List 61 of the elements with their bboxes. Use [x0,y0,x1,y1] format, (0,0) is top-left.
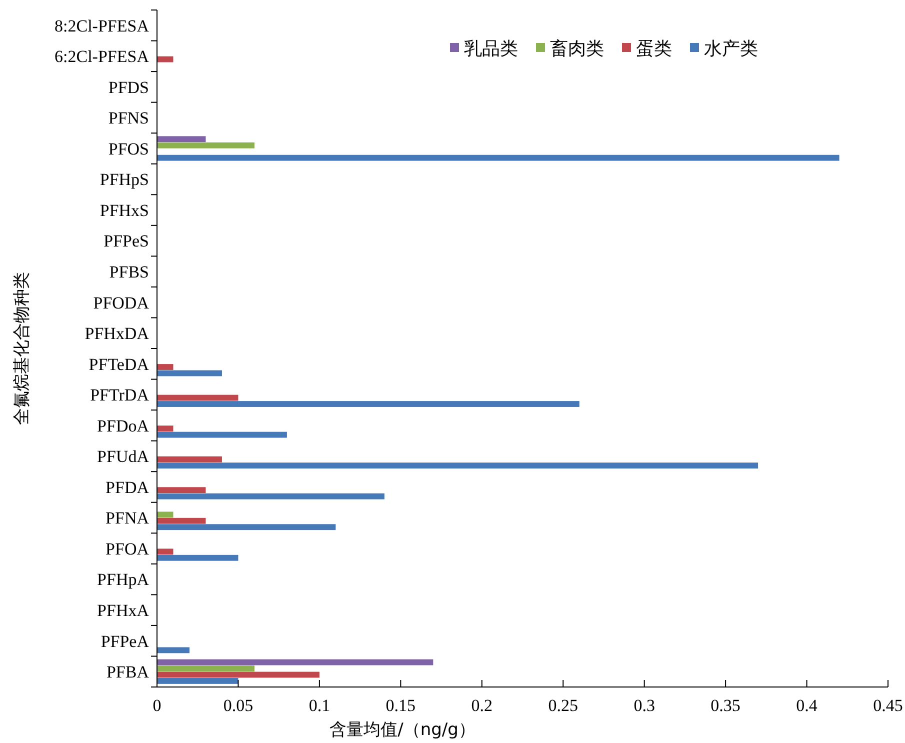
y-tick-label: 6:2Cl-PFESA [54,47,150,66]
y-tick-label: PFDA [106,478,150,497]
bar [157,462,758,469]
bar [157,548,174,555]
x-tick-label: 0.05 [223,696,254,716]
bar [157,678,238,684]
y-tick-label: PFDS [108,78,149,97]
bar [157,672,320,678]
y-tick-label: PFHpA [97,570,150,590]
x-tick-label: 0.35 [710,696,740,716]
x-tick-label: 0.25 [548,696,578,716]
y-tick-label: PFHpS [100,170,149,190]
bar [157,426,174,432]
y-tick-label: PFTrDA [90,386,150,405]
bar [157,518,206,524]
bar [157,666,254,672]
bar [157,524,336,530]
bar [157,487,206,494]
y-tick-label: PFHxA [97,601,150,620]
bar [157,142,254,148]
bar [157,394,238,401]
y-tick-label: 8:2Cl-PFESA [54,16,150,36]
y-tick-label: PFHxS [100,200,149,220]
y-tick-label: PFBA [106,662,150,682]
bar [157,364,174,370]
legend-label: 蛋类 [636,38,672,60]
y-tick-label: PFODA [93,293,150,312]
x-tick-label: 0.3 [634,696,655,716]
bar [157,647,190,654]
bar [157,401,580,407]
bar [157,370,222,376]
y-tick-label: PFNA [106,508,150,528]
x-tick-label: 0.2 [471,696,493,716]
bar [157,554,238,561]
x-tick-label: 0.15 [386,696,416,716]
y-tick-label: PFPeA [100,632,150,651]
y-tick-label: PFOA [106,539,150,558]
bar [157,493,384,500]
x-tick-label: 0.4 [796,696,818,716]
bar [157,456,222,462]
y-tick-label: PFTeDA [88,354,150,374]
x-tick-label: 0.45 [873,696,903,716]
y-tick-label: PFBS [109,262,149,282]
bar [157,136,206,142]
legend-label: 水产类 [704,38,758,60]
bar [157,659,434,666]
y-tick-label: PFUdA [97,447,150,466]
legend-label: 乳品类 [464,38,518,60]
y-axis-title: 全氟烷基化合物种类 [12,272,32,425]
bar [157,154,840,161]
x-tick-label: 0 [152,696,162,716]
y-tick-label: PFNS [108,108,149,128]
y-tick-label: PFOS [108,139,149,158]
x-tick-label: 0.1 [308,696,330,716]
y-tick-label: PFPeS [104,232,149,251]
bar [157,512,174,518]
y-tick-label: PFHxDA [84,324,150,344]
legend-label: 畜肉类 [550,38,604,60]
x-axis-title: 含量均值/（ng/g） [330,720,476,740]
y-tick-label: PFDoA [97,416,150,436]
bar [157,432,287,438]
